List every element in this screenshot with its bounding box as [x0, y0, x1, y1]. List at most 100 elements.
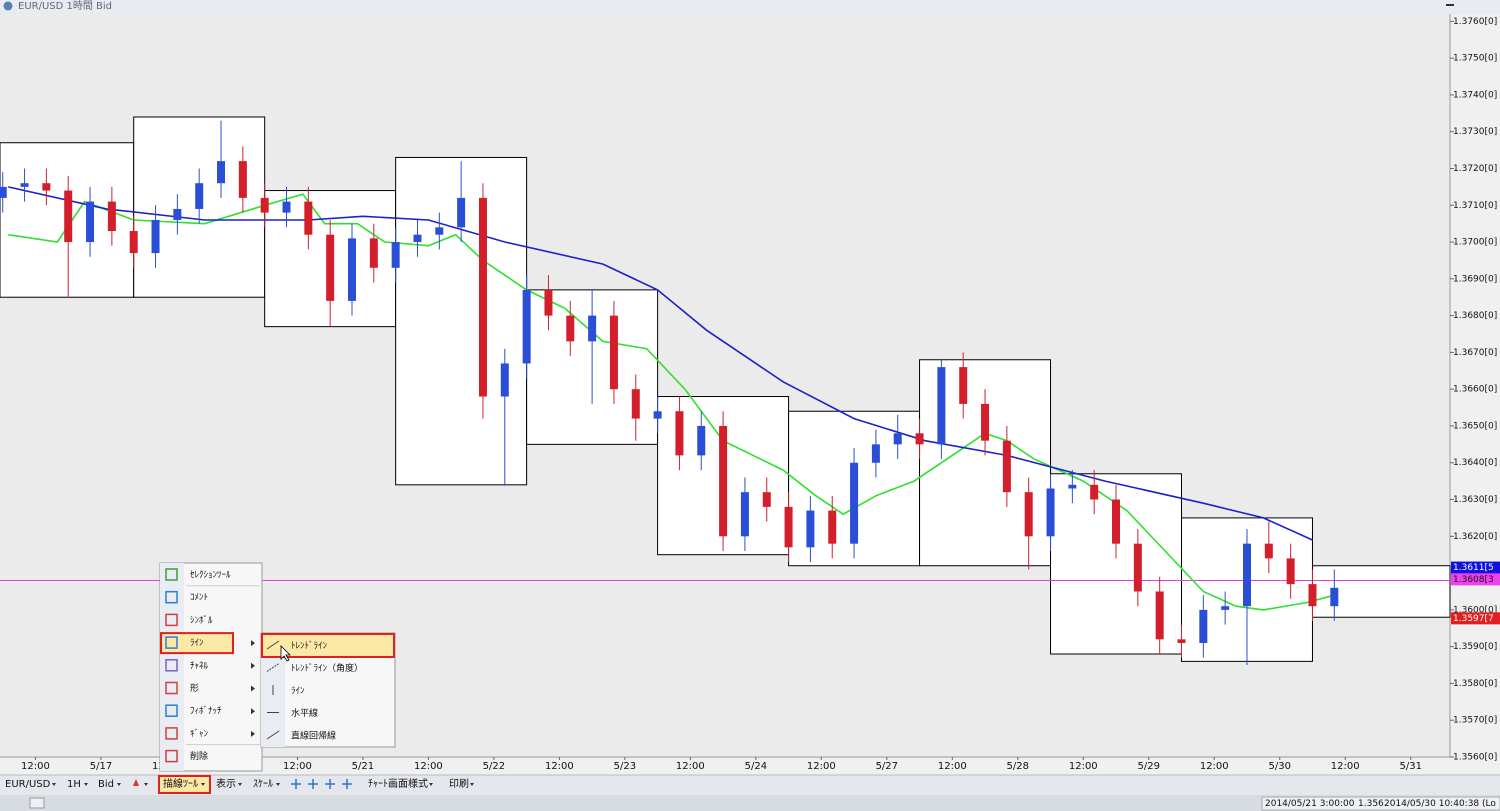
candle-body [238, 161, 247, 198]
candle-body [413, 234, 422, 243]
x-tick-label: 5/21 [352, 761, 374, 772]
symbol-dropdown[interactable]: EUR/USD [5, 779, 51, 790]
status-server-time: 2014/05/30 10:40:38 (Lo [1384, 799, 1496, 809]
menu-icon [165, 659, 178, 672]
x-tick-label: 12:00 [807, 761, 836, 772]
price-tag-label: 1.3608[3 [1453, 575, 1494, 585]
menu-item[interactable]: ﾗｲﾝ [190, 638, 204, 649]
candle-body [871, 444, 880, 463]
candle-icon[interactable] [133, 779, 139, 786]
candle-body [806, 510, 815, 548]
title-bar [0, 0, 1500, 14]
y-tick-label: 1.3640[0] [1453, 458, 1497, 468]
candle-body [107, 201, 116, 232]
candle-body [347, 238, 356, 301]
price-tag-label: 1.3611[5 [1453, 563, 1494, 573]
drawing-tools-button[interactable]: 描線ﾂｰﾙ [163, 777, 198, 790]
y-tick-label: 1.3740[0] [1453, 90, 1497, 100]
submenu-arrow [251, 730, 255, 737]
candle-body [282, 201, 291, 213]
y-tick-label: 1.3570[0] [1453, 716, 1497, 726]
print-dropdown[interactable]: 印刷 [449, 778, 469, 790]
submenu-item[interactable]: ﾄﾚﾝﾄﾞﾗｲﾝ [291, 641, 328, 652]
x-tick-label: 12:00 [1331, 761, 1360, 772]
price-tag [1451, 573, 1500, 586]
candle-body [1046, 488, 1055, 537]
candle-body [1112, 499, 1121, 544]
y-tick-label: 1.3600[0] [1453, 605, 1497, 615]
candle-body [217, 161, 226, 184]
candle-body [1330, 587, 1339, 607]
candle-body [151, 219, 160, 254]
x-tick-label: 5/17 [90, 761, 112, 772]
candle-body [631, 389, 640, 419]
x-tick-label: 5/29 [1138, 761, 1160, 772]
submenu-item[interactable]: 直線回帰線 [291, 730, 336, 742]
candle-body [784, 506, 793, 548]
menu-icon [165, 749, 178, 763]
candles [0, 120, 1339, 666]
menu-item[interactable]: ｼﾝﾎﾞﾙ [190, 615, 213, 626]
candle-body [129, 231, 138, 254]
x-tick-label: 12:00 [938, 761, 967, 772]
candle-body [86, 201, 95, 243]
status-bar: 2014/05/21 3:00:00 1.356 2014/05/30 10:4… [0, 795, 1500, 811]
menu-item[interactable]: ﾁｬﾈﾙ [190, 660, 209, 671]
y-tick-label: 1.3720[0] [1453, 164, 1497, 174]
scale-dropdown[interactable]: ｽｹｰﾙ [253, 778, 273, 790]
period-dropdown[interactable]: 1H [67, 779, 81, 790]
menu-icon [165, 590, 178, 604]
zoom-icons[interactable] [291, 779, 352, 789]
price-type-dropdown[interactable]: Bid [98, 779, 114, 790]
candle-body [937, 367, 946, 445]
candle-body [304, 201, 313, 235]
menu-item[interactable]: ｾﾚｸｼｮﾝﾂｰﾙ [190, 570, 231, 581]
toolbar: EUR/USD 1H Bid 描線ﾂｰﾙ 表示 ｽｹｰﾙ ﾁｬｰﾄ画面様式 印刷 [0, 774, 1500, 795]
menu-item[interactable]: ｺﾒﾝﾄ [190, 593, 208, 603]
display-dropdown[interactable]: 表示 [216, 777, 236, 790]
y-tick-label: 1.3750[0] [1453, 54, 1497, 64]
candle-body [195, 183, 204, 209]
candle-body [1221, 606, 1230, 610]
y-tick-label: 1.3620[0] [1453, 532, 1497, 542]
x-tick-label: 5/24 [745, 761, 767, 772]
menu-item[interactable]: 削除 [190, 750, 208, 762]
candle-body [42, 183, 51, 191]
menu-item[interactable]: ｷﾞｬﾝ [190, 728, 209, 739]
x-tick-label: 5/23 [614, 761, 636, 772]
y-tick-label: 1.3650[0] [1453, 421, 1497, 431]
submenu-item[interactable]: ﾗｲﾝ [291, 686, 305, 697]
menu-item[interactable]: 形 [190, 682, 199, 694]
axes: 1.3760[0] 1.3750[0] 1.3740[0] 1.3730[0] 1.37… [21, 17, 1500, 772]
candle-body [478, 197, 487, 397]
price-tag [1451, 561, 1500, 574]
candle-body [915, 433, 924, 445]
y-tick-label: 1.3670[0] [1453, 348, 1497, 358]
menu-icon [165, 613, 178, 627]
window-title: EUR/USD 1時間 Bid [18, 0, 112, 12]
x-tick-label: 12:00 [283, 761, 312, 772]
y-tick-label: 1.3730[0] [1453, 127, 1497, 137]
x-tick-label: 5/30 [1268, 761, 1290, 772]
candle-body [500, 363, 509, 397]
candle-body [544, 289, 553, 316]
candle-body [20, 183, 29, 187]
submenu-icon [266, 640, 280, 650]
minimize-button[interactable] [1446, 4, 1454, 6]
moving-average-line [8, 193, 1335, 611]
menu-item[interactable]: ﾌｨﾎﾞﾅｯﾁ [190, 706, 222, 717]
scroll-thumb[interactable] [29, 797, 45, 809]
chart-style-dropdown[interactable]: ﾁｬｰﾄ画面様式 [368, 777, 428, 790]
x-tick-label: 5/31 [1399, 761, 1421, 772]
submenu-item[interactable]: ﾄﾚﾝﾄﾞﾗｲﾝ（角度） [291, 662, 363, 674]
y-tick-label: 1.3660[0] [1453, 385, 1497, 395]
submenu-arrow [251, 640, 255, 647]
submenu-item[interactable]: 水平線 [291, 707, 318, 719]
menu-icon [165, 727, 178, 740]
y-tick-label: 1.3760[0] [1453, 17, 1497, 27]
context-menu: ｾﾚｸｼｮﾝﾂｰﾙ ｺﾒﾝﾄ ｼﾝﾎﾞﾙ ﾗｲﾝ ﾁｬﾈﾙ 形 ﾌｨﾎﾞﾅｯﾁ ｷﾞｬﾝ 削除 ﾄ… [159, 562, 396, 772]
candle-body [1068, 484, 1077, 489]
